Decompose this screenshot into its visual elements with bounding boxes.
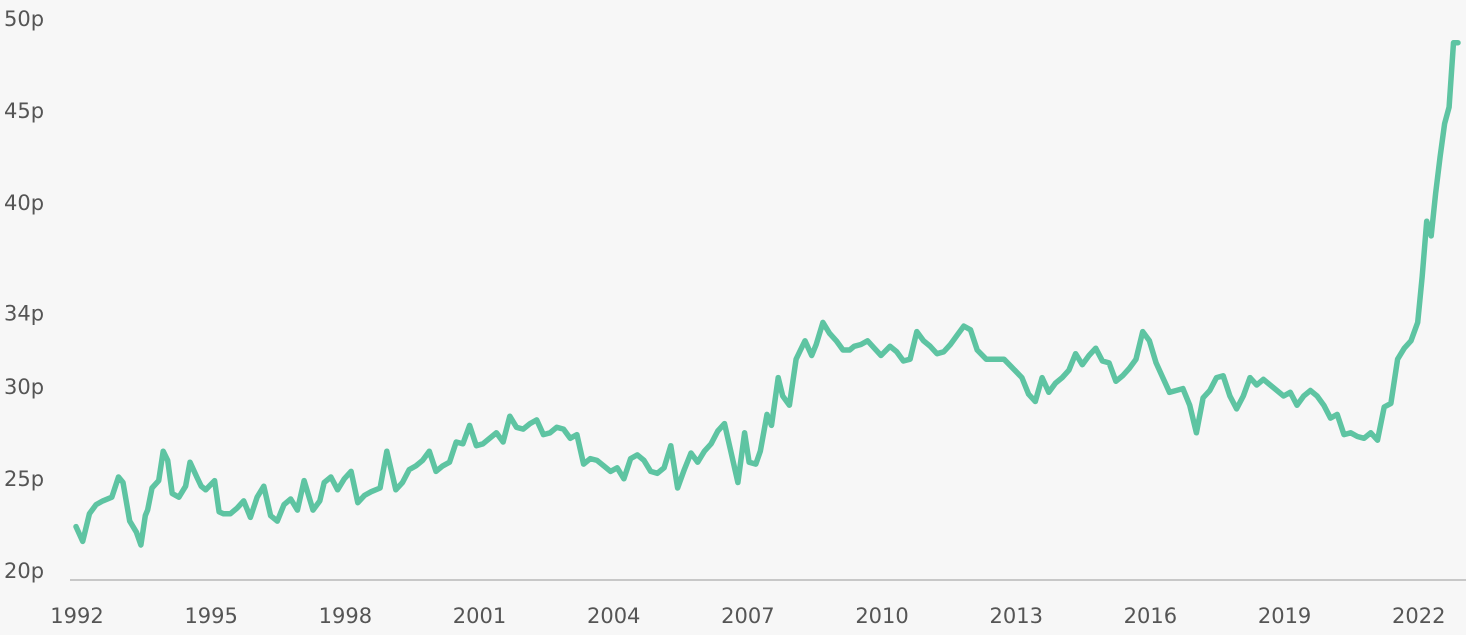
- x-axis-labels: 1992 1995 1998 2001 2004 2007 2010 2013 2016 2019…: [50, 604, 1445, 628]
- x-tick-label: 2007: [721, 604, 774, 628]
- x-tick-label: 1995: [184, 604, 237, 628]
- y-tick-label: 40p: [4, 191, 44, 215]
- y-tick-label: 25p: [4, 467, 44, 491]
- x-tick-label: 2019: [1258, 604, 1311, 628]
- x-tick-label: 2004: [587, 604, 640, 628]
- y-tick-label: 50p: [4, 7, 44, 31]
- y-tick-label: 34p: [4, 301, 44, 325]
- y-tick-label: 20p: [4, 559, 44, 583]
- x-tick-label: 1992: [50, 604, 103, 628]
- x-tick-label: 2001: [453, 604, 506, 628]
- y-axis-labels: 20p 25p 30p 34p 40p 45p 50p: [4, 7, 44, 583]
- y-tick-label: 45p: [4, 99, 44, 123]
- y-tick-label: 30p: [4, 375, 44, 399]
- x-tick-label: 2013: [989, 604, 1042, 628]
- x-tick-label: 2010: [855, 604, 908, 628]
- x-tick-label: 1998: [319, 604, 372, 628]
- x-tick-label: 2016: [1124, 604, 1177, 628]
- price-line: [73, 39, 1461, 548]
- x-tick-label: 2022: [1392, 604, 1445, 628]
